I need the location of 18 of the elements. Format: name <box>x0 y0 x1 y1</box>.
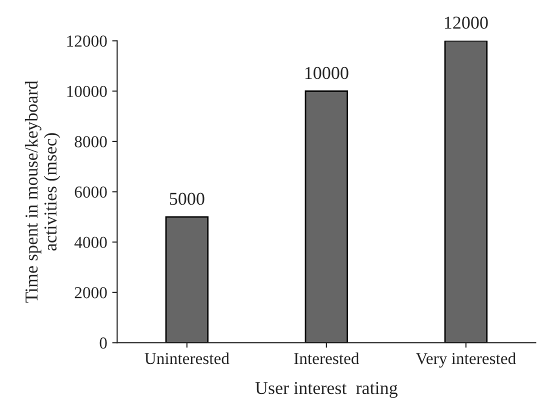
x-tick-label: Interested <box>294 352 360 364</box>
bar <box>444 40 488 343</box>
bar <box>165 216 209 343</box>
data-label: 10000 <box>305 66 348 80</box>
x-axis-title: User interest rating <box>255 382 398 398</box>
y-tick-label: 8000 <box>74 136 107 148</box>
y-tick-label: 0 <box>100 337 107 349</box>
y-tick-label: 4000 <box>74 236 107 248</box>
y-tick-label: 2000 <box>74 287 107 298</box>
y-tick-label: 6000 <box>74 186 107 198</box>
x-tick-label: Very interested <box>416 352 516 368</box>
y-axis-title: Time spent in mouse/keyboard activities (msec) <box>24 80 60 303</box>
bar <box>304 90 348 343</box>
y-tick-label: 12000 <box>67 36 107 47</box>
y-tick-label: 10000 <box>67 86 107 98</box>
data-label: 12000 <box>444 16 488 29</box>
data-label: 5000 <box>170 192 204 205</box>
x-tick-label: Uninterested <box>144 352 230 364</box>
